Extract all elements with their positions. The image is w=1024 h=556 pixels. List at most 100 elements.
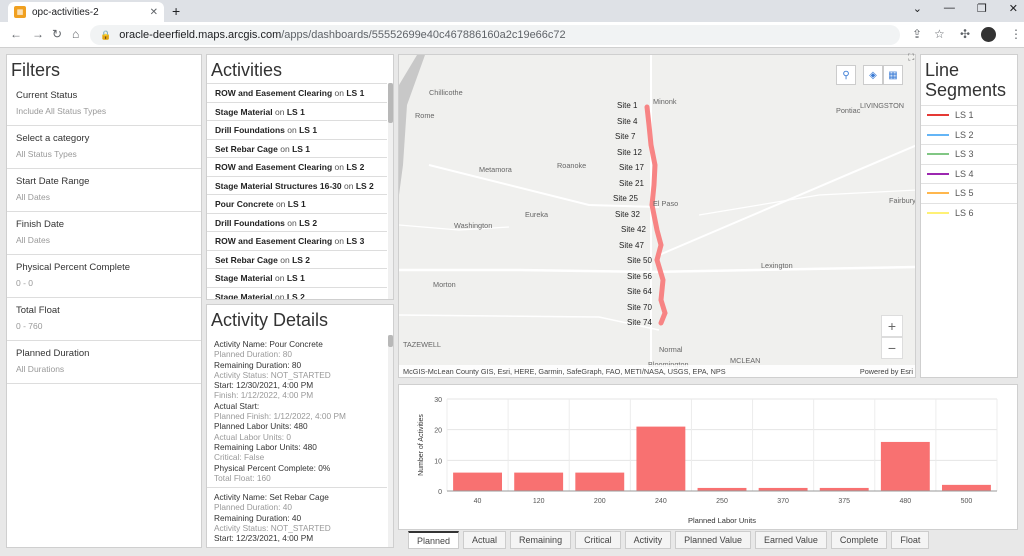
home-icon[interactable]: ⌂ <box>72 27 80 41</box>
chevron-down-icon[interactable]: ⌄ <box>912 3 922 15</box>
bar[interactable] <box>636 426 686 491</box>
filter-value: 0 - 0 <box>16 278 34 288</box>
line-segments-panel: Line Segments LS 1 LS 2 LS 3 LS 4 LS 5 LS 6 <box>920 54 1018 378</box>
site-label[interactable]: Site 74 <box>627 318 652 327</box>
tab-remaining[interactable]: Remaining <box>510 531 572 549</box>
filter-item[interactable]: Select a category All Status Types <box>7 126 201 169</box>
tab-complete[interactable]: Complete <box>830 531 888 549</box>
line-segment-label: LS 5 <box>955 188 974 199</box>
bar[interactable] <box>758 487 808 491</box>
site-label[interactable]: Site 70 <box>627 302 652 312</box>
filter-label: Total Float <box>16 305 60 316</box>
bar[interactable] <box>880 441 930 491</box>
site-label[interactable]: Site 4 <box>617 116 638 126</box>
site-label[interactable]: Site 17 <box>619 163 644 172</box>
filter-item[interactable]: Finish Date All Dates <box>7 212 201 255</box>
tab-planned[interactable]: Planned <box>408 531 460 549</box>
line-segment-route[interactable] <box>644 104 668 326</box>
tab-planned-value[interactable]: Planned Value <box>675 531 751 549</box>
site-label[interactable]: Site 56 <box>627 271 652 281</box>
line-segment-item[interactable]: LS 3 <box>921 144 1017 164</box>
activity-list-item[interactable]: Pour Concrete on LS 1 <box>207 194 387 213</box>
site-label[interactable]: Site 50 <box>627 256 652 265</box>
filter-item[interactable]: Physical Percent Complete 0 - 0 <box>7 255 201 298</box>
line-segment-item[interactable]: LS 6 <box>921 202 1017 223</box>
expand-icon[interactable]: ⛶ <box>908 52 915 62</box>
activity-list-item[interactable]: ROW and Easement Clearing on LS 1 <box>207 83 387 102</box>
close-window-icon[interactable]: ✕ <box>1008 3 1018 15</box>
search-map-button[interactable]: ⚲ <box>836 65 856 85</box>
forward-icon[interactable]: → <box>32 27 44 41</box>
site-label[interactable]: Site 21 <box>619 178 644 188</box>
browser-tab[interactable]: ▦ opc-activities-2 ✕ <box>8 2 164 22</box>
menu-kebab-icon[interactable]: ⋮ <box>1010 27 1022 41</box>
town-label: Metamora <box>479 165 512 174</box>
activity-list-item[interactable]: Set Rebar Cage on LS 1 <box>207 138 387 158</box>
maximize-icon[interactable]: ❐ <box>976 3 987 15</box>
chart-tabs: Planned Actual Remaining Critical Activity Pl… <box>408 531 930 549</box>
close-tab-icon[interactable]: ✕ <box>149 6 158 18</box>
tab-critical[interactable]: Critical <box>575 531 621 549</box>
filter-label: Planned Duration <box>16 348 90 359</box>
bar[interactable] <box>697 487 747 491</box>
url-input[interactable]: 🔒 oracle-deerfield.maps.arcgis.com /apps… <box>90 25 900 45</box>
site-label[interactable]: Site 12 <box>617 147 642 157</box>
town-label: Fairbury <box>889 196 916 205</box>
reload-icon[interactable]: ↻ <box>52 27 63 41</box>
activity-list-item[interactable]: Set Rebar Cage on LS 2 <box>207 249 387 269</box>
activity-list-item[interactable]: ROW and Easement Clearing on LS 2 <box>207 157 387 176</box>
new-tab-icon[interactable]: + <box>172 3 181 19</box>
site-label[interactable]: Site 64 <box>627 287 652 296</box>
line-segment-item[interactable]: LS 5 <box>921 183 1017 203</box>
bookmark-star-icon[interactable]: ☆ <box>934 27 945 41</box>
share-icon[interactable]: ⇪ <box>912 27 923 41</box>
line-segment-item[interactable]: LS 2 <box>921 124 1017 145</box>
line-segment-item[interactable]: LS 1 <box>921 105 1017 125</box>
filter-item[interactable]: Planned Duration All Durations <box>7 341 201 384</box>
details-scrollbar[interactable] <box>388 335 393 547</box>
tab-earned-value[interactable]: Earned Value <box>755 531 827 549</box>
powered-by-esri[interactable]: Powered by Esri <box>859 367 913 376</box>
profile-avatar[interactable] <box>981 27 996 42</box>
site-label[interactable]: Site 7 <box>615 132 636 141</box>
details-scroll-thumb[interactable] <box>388 335 393 347</box>
map-panel[interactable]: Chillicothe Minonk Pontiac LIVINGSTON Rome Me… <box>398 54 916 378</box>
activities-scrollbar[interactable] <box>388 83 393 299</box>
minimize-icon[interactable]: — <box>943 2 955 14</box>
site-label[interactable]: Site 42 <box>621 225 646 234</box>
bar[interactable] <box>453 472 502 491</box>
filter-item[interactable]: Total Float 0 - 760 <box>7 298 201 341</box>
line-segment-item[interactable]: LS 4 <box>921 163 1017 184</box>
activities-scroll-thumb[interactable] <box>388 83 393 123</box>
town-label: Eureka <box>525 210 549 219</box>
activity-list-item[interactable]: Stage Material on LS 2 <box>207 286 387 299</box>
site-label[interactable]: Site 47 <box>619 240 644 250</box>
activity-list-item[interactable]: Stage Material on LS 1 <box>207 101 387 121</box>
filter-label: Start Date Range <box>16 176 90 187</box>
bar[interactable] <box>942 484 991 491</box>
filter-list: Current Status Include All Status Types Se… <box>7 83 201 384</box>
site-label[interactable]: Site 1 <box>617 101 638 110</box>
bar[interactable] <box>819 487 869 491</box>
tab-activity[interactable]: Activity <box>624 531 672 549</box>
zoom-out-button[interactable]: − <box>881 337 903 359</box>
activity-list-item[interactable]: Drill Foundations on LS 2 <box>207 212 387 232</box>
back-icon[interactable]: ← <box>10 27 22 41</box>
activity-list-item[interactable]: ROW and Easement Clearing on LS 3 <box>207 231 387 250</box>
tab-actual[interactable]: Actual <box>463 531 507 549</box>
extensions-icon[interactable]: ✣ <box>960 27 971 41</box>
tab-float[interactable]: Float <box>891 531 930 549</box>
filter-item[interactable]: Start Date Range All Dates <box>7 169 201 212</box>
zoom-in-button[interactable]: + <box>881 315 903 337</box>
activity-list-item[interactable]: Drill Foundations on LS 1 <box>207 120 387 139</box>
site-label[interactable]: Site 25 <box>613 194 638 203</box>
bar[interactable] <box>514 472 564 491</box>
layers-button[interactable]: ◈ <box>863 65 883 85</box>
filter-item[interactable]: Current Status Include All Status Types <box>7 83 201 126</box>
basemap-gallery-button[interactable]: ▦ <box>883 65 903 85</box>
bar[interactable] <box>575 472 625 491</box>
site-label[interactable]: Site 32 <box>615 209 640 219</box>
activity-list-item[interactable]: Stage Material Structures 16-30 on LS 2 <box>207 175 387 195</box>
activity-list-item[interactable]: Stage Material on LS 1 <box>207 268 387 287</box>
line-segments-list: LS 1 LS 2 LS 3 LS 4 LS 5 LS 6 <box>921 105 1017 222</box>
